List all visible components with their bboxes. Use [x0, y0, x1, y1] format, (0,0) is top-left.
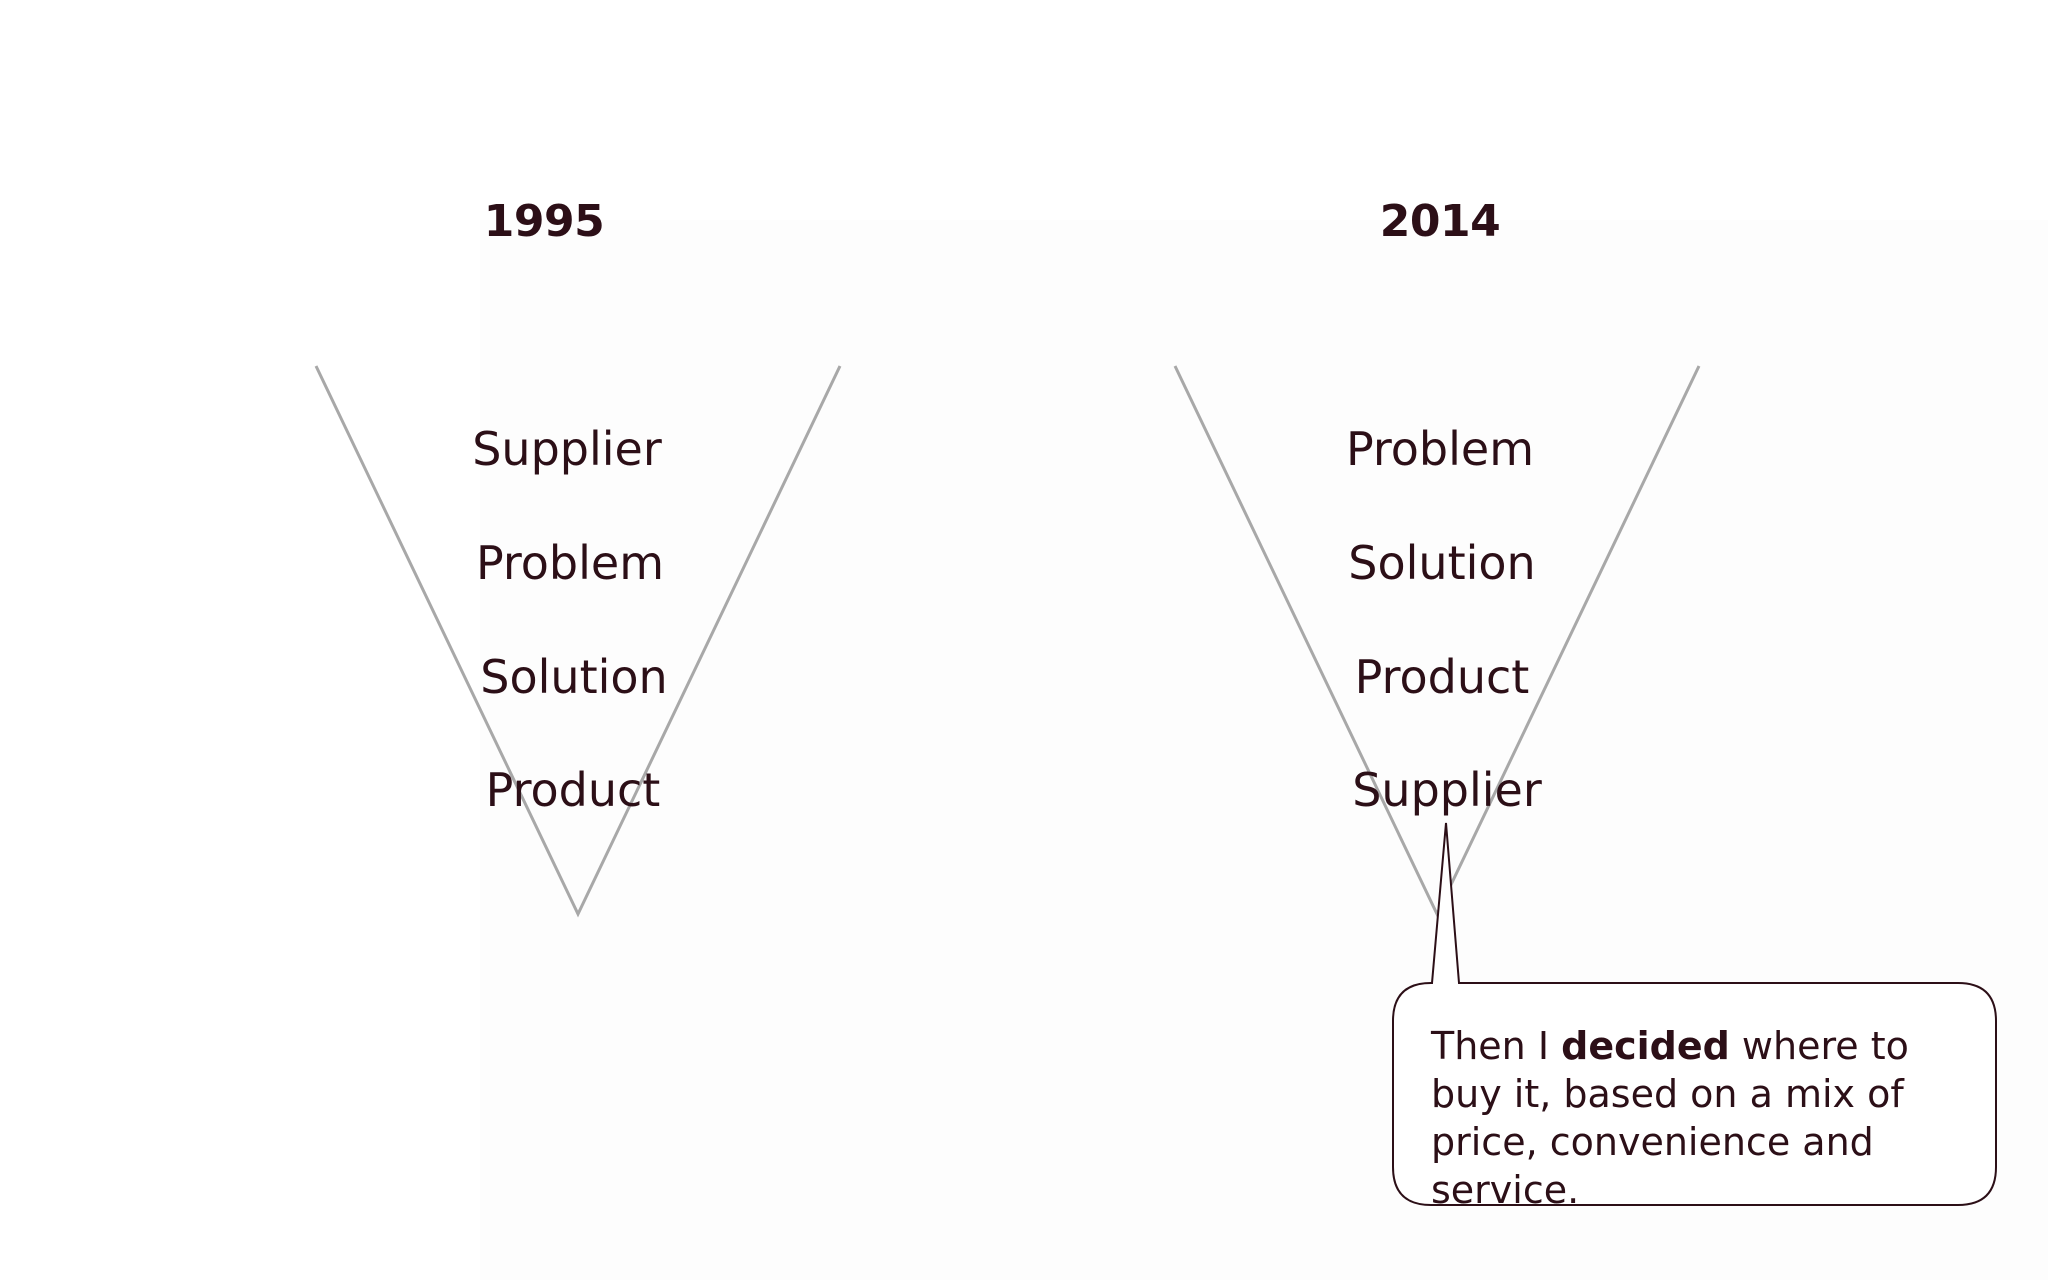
- left-funnel-item-4: Product: [485, 763, 661, 817]
- callout-text: Then I decided where to buy it, based on…: [1431, 1022, 1991, 1214]
- callout-outline: [1392, 822, 1997, 1206]
- right-funnel-item-2: Solution: [1348, 536, 1536, 590]
- callout-text-bold: decided: [1561, 1024, 1730, 1068]
- callout-text-after: where to buy it, based on a mix of price…: [1431, 1024, 1909, 1212]
- right-funnel-outline: [1173, 365, 1701, 918]
- left-funnel-item-3: Solution: [480, 650, 668, 704]
- right-funnel-item-3: Product: [1354, 650, 1530, 704]
- left-funnel-item-1: Supplier: [472, 422, 662, 476]
- right-year-label: 2014: [1379, 196, 1501, 247]
- left-year-label: 1995: [483, 196, 605, 247]
- left-funnel-item-2: Problem: [475, 536, 665, 590]
- right-funnel-item-4: Supplier: [1352, 763, 1542, 817]
- left-funnel-outline: [314, 365, 842, 918]
- right-funnel-item-1: Problem: [1345, 422, 1535, 476]
- callout-text-before: Then I: [1431, 1024, 1562, 1068]
